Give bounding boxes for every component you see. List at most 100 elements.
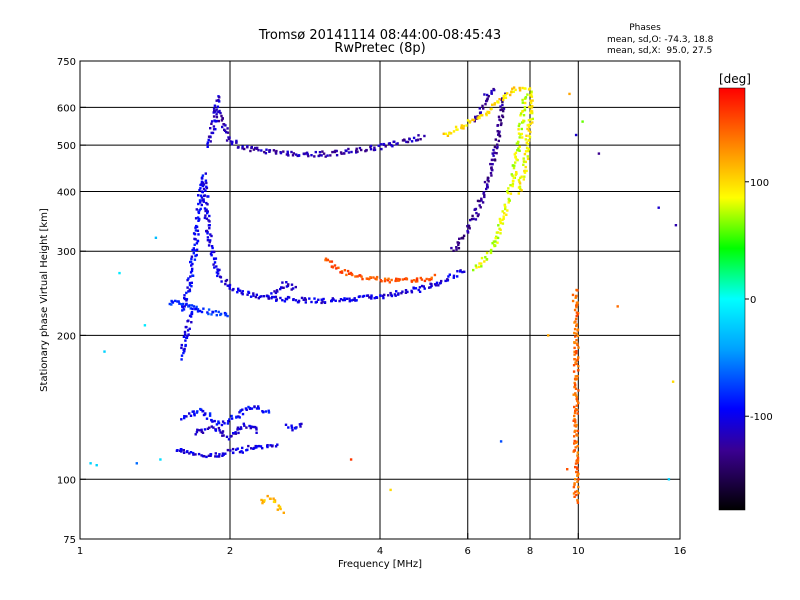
- echo-point: [190, 281, 193, 284]
- echo-point: [188, 283, 192, 287]
- echo-point: [215, 99, 218, 102]
- echo-point: [103, 350, 106, 353]
- echo-point: [398, 278, 401, 281]
- echo-point: [181, 305, 184, 308]
- echo-point: [575, 362, 578, 366]
- echo-point: [576, 461, 579, 464]
- echo-point: [499, 232, 502, 235]
- echo-point: [420, 278, 424, 281]
- echo-point: [190, 255, 194, 258]
- echo-point: [375, 296, 378, 299]
- echo-point: [200, 428, 203, 431]
- y-tick-label: 750: [57, 57, 76, 68]
- echo-point: [468, 227, 471, 230]
- echo-point: [209, 252, 213, 255]
- echo-point: [221, 125, 224, 129]
- echo-point: [247, 291, 251, 294]
- echo-point: [523, 171, 527, 174]
- echo-point: [194, 453, 197, 456]
- echo-point: [498, 134, 501, 138]
- echo-point: [462, 234, 466, 237]
- echo-point: [185, 291, 188, 295]
- echo-point: [335, 154, 339, 157]
- echo-point: [574, 446, 577, 449]
- echo-point: [210, 131, 213, 135]
- echo-point: [403, 277, 407, 281]
- echo-point: [318, 154, 322, 157]
- echo-point: [503, 212, 506, 215]
- echo-point: [193, 243, 196, 246]
- echo-point: [529, 99, 532, 102]
- echo-point: [577, 478, 580, 481]
- echo-point: [515, 172, 518, 175]
- echo-point: [496, 145, 499, 149]
- echo-point: [203, 216, 207, 220]
- echo-point: [297, 154, 301, 157]
- echo-point: [208, 241, 211, 244]
- echo-point: [504, 207, 507, 211]
- echo-point: [180, 346, 183, 350]
- echo-point: [355, 147, 358, 150]
- echo-point: [573, 350, 576, 353]
- echo-point: [575, 304, 578, 307]
- echo-point: [576, 408, 579, 412]
- echo-point: [576, 499, 579, 502]
- echo-point: [198, 429, 201, 432]
- echo-point: [523, 160, 526, 163]
- echo-point: [616, 305, 619, 308]
- echo-point: [193, 249, 197, 252]
- echo-point: [224, 124, 227, 127]
- echo-point: [573, 482, 576, 485]
- y-tick-label: 500: [57, 141, 76, 152]
- echo-point: [306, 153, 309, 156]
- echo-point: [476, 199, 480, 203]
- echo-point: [224, 312, 228, 316]
- echo-point: [519, 112, 523, 115]
- echo-point: [340, 270, 344, 273]
- echo-point: [245, 426, 248, 429]
- echo-point: [234, 432, 238, 435]
- echo-point: [449, 132, 453, 135]
- echo-point: [230, 417, 234, 420]
- echo-point: [472, 118, 476, 122]
- echo-point: [186, 329, 190, 332]
- echo-point: [412, 286, 415, 289]
- echo-point: [343, 297, 346, 300]
- echo-point: [259, 445, 263, 448]
- echo-point: [510, 173, 513, 176]
- echo-point: [216, 268, 219, 271]
- echo-point: [514, 161, 517, 164]
- echo-point: [518, 86, 521, 90]
- echo-point: [397, 292, 400, 295]
- echo-point: [483, 180, 487, 184]
- echo-point: [190, 257, 193, 261]
- echo-point: [254, 295, 258, 299]
- echo-point: [190, 285, 193, 288]
- echo-point: [529, 111, 532, 115]
- echo-point: [517, 124, 521, 128]
- colorbar-label: [deg]: [719, 72, 751, 86]
- echo-point: [335, 149, 338, 153]
- echo-point: [390, 143, 393, 147]
- echo-point: [466, 231, 470, 234]
- echo-point: [249, 295, 253, 298]
- echo-point: [260, 149, 263, 152]
- echo-point: [206, 211, 209, 215]
- echo-point: [313, 155, 316, 158]
- echo-point: [321, 300, 324, 303]
- echo-point: [331, 297, 334, 300]
- echo-point: [494, 138, 497, 141]
- echo-point: [416, 280, 419, 283]
- echo-point: [318, 151, 322, 154]
- echo-point: [493, 243, 496, 247]
- x-tick-label: 8: [527, 546, 533, 557]
- echo-point: [498, 98, 501, 101]
- echo-point: [430, 283, 433, 286]
- echo-point: [393, 140, 396, 143]
- echo-point: [188, 412, 191, 415]
- echo-point: [249, 149, 252, 153]
- echo-point: [573, 439, 576, 443]
- echo-point: [215, 271, 219, 274]
- echo-point: [191, 267, 194, 271]
- echo-point: [509, 93, 512, 97]
